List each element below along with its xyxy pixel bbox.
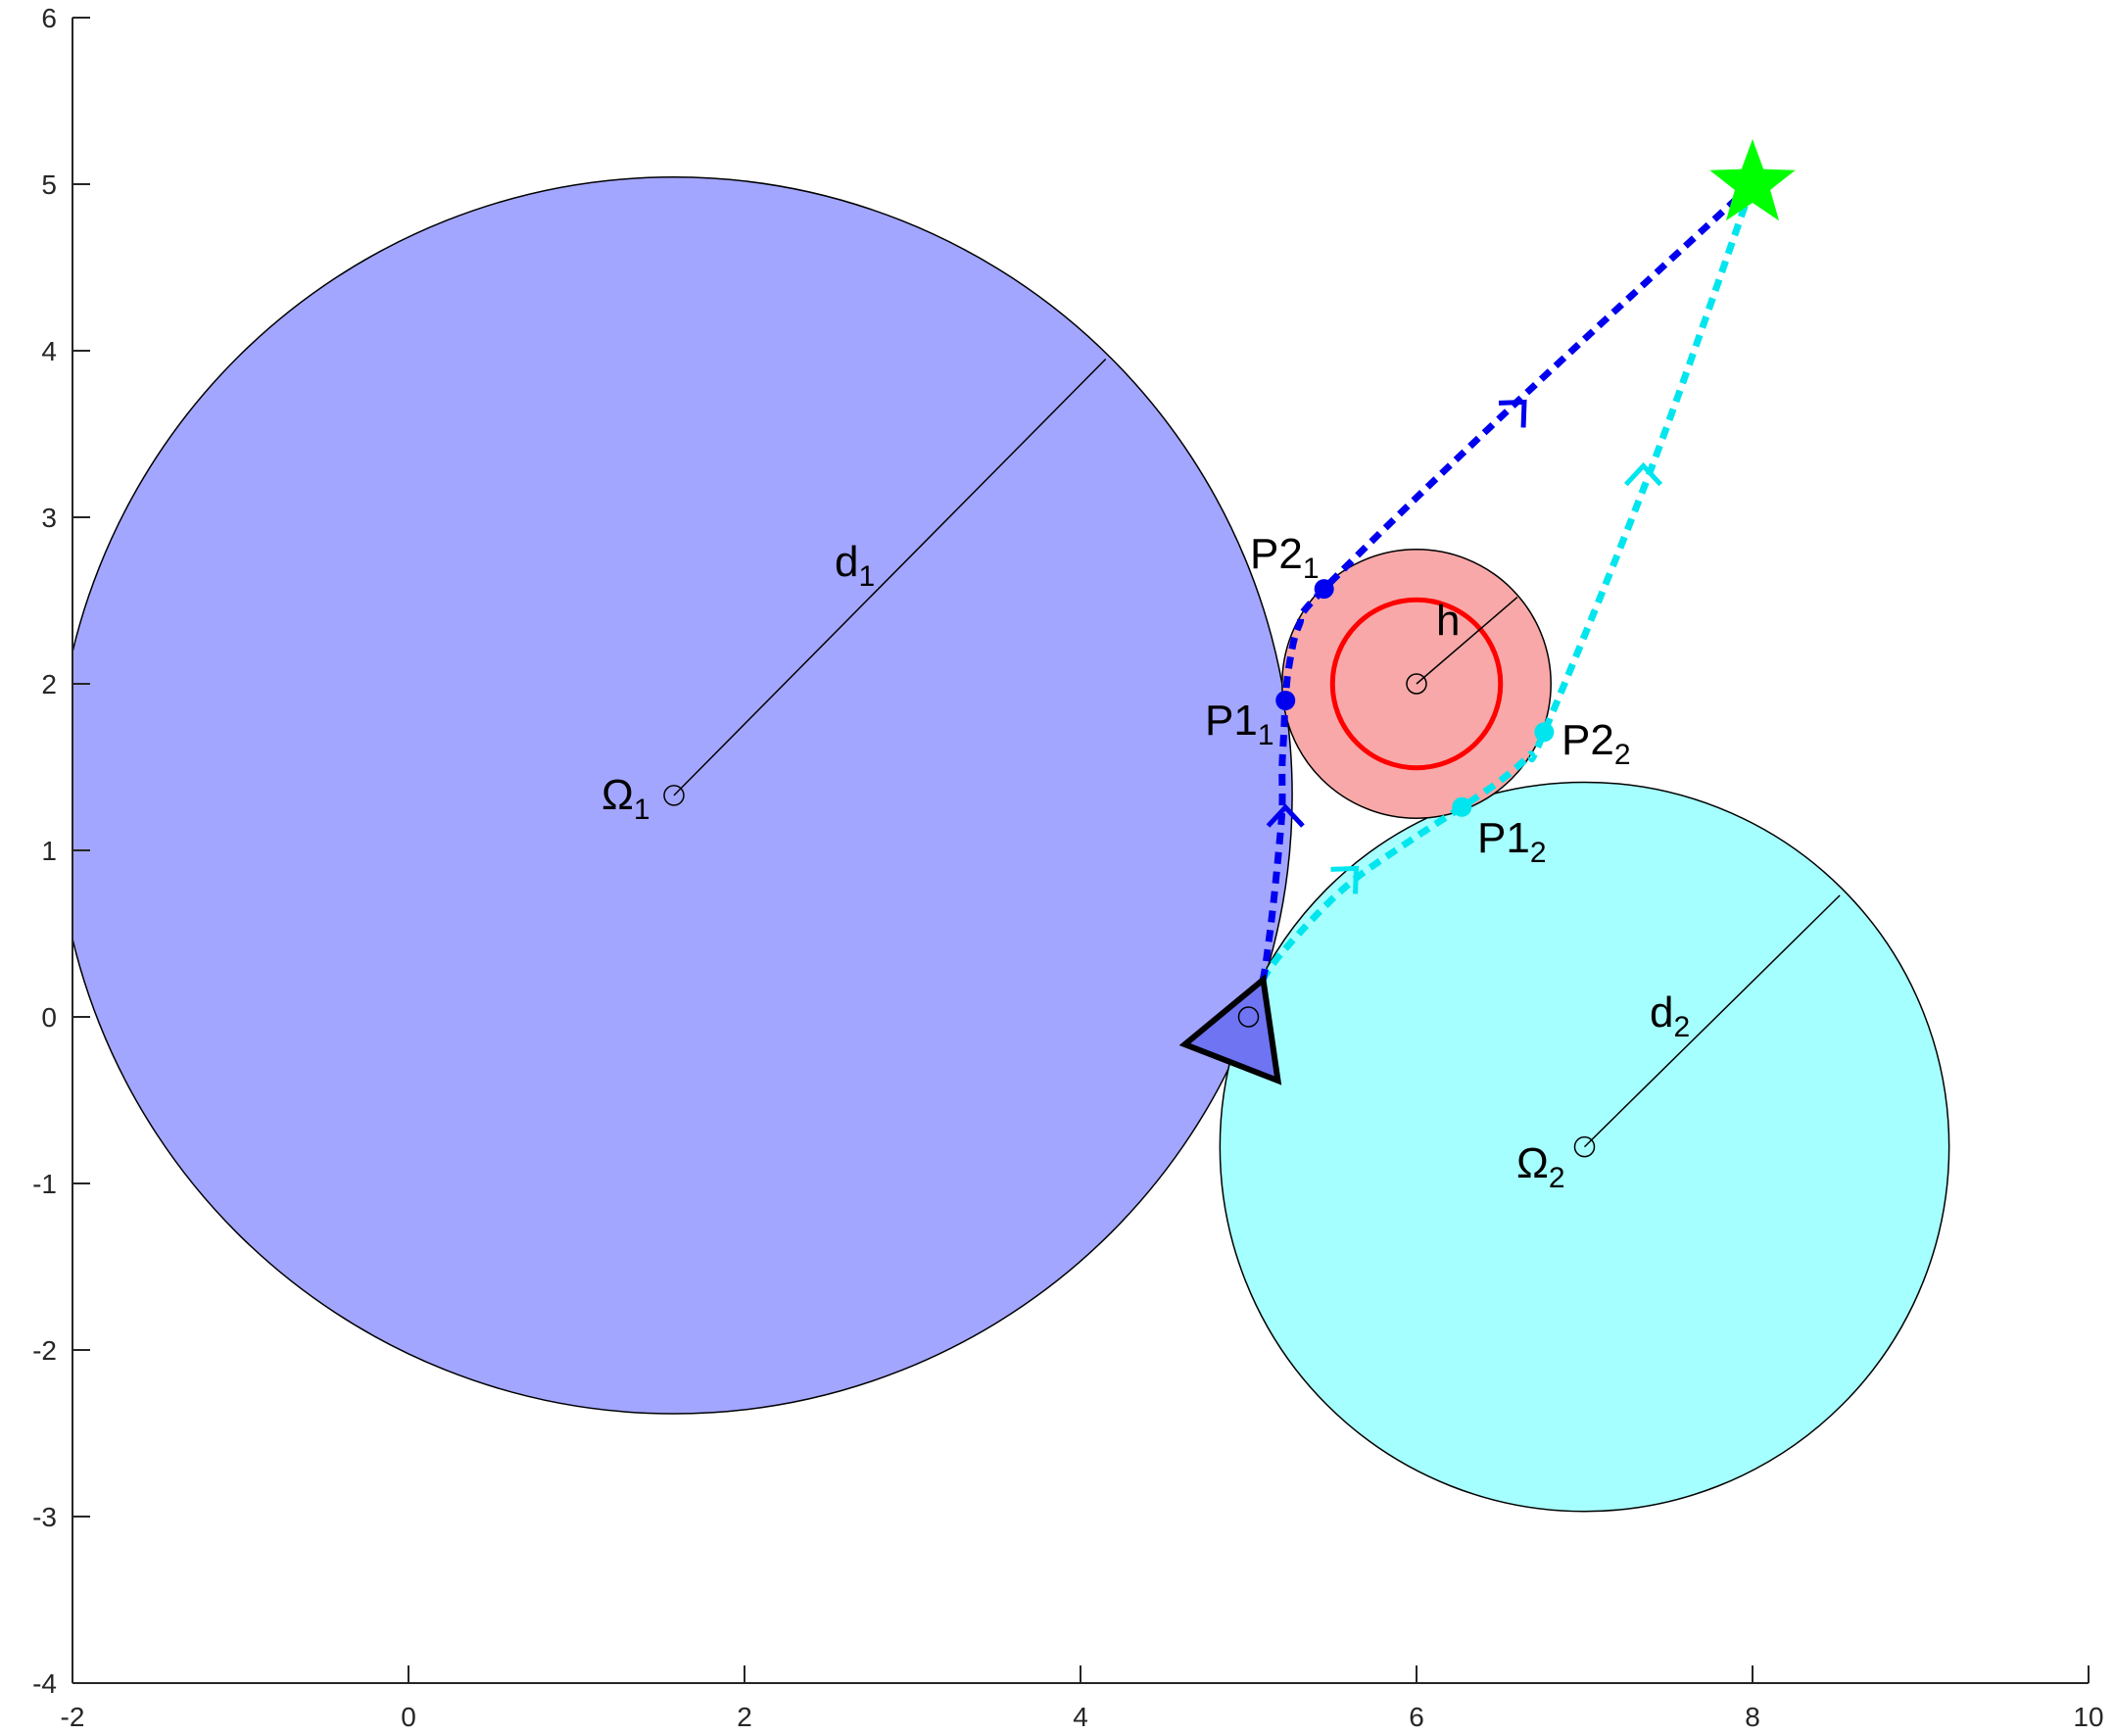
y-axis-ticks: -4 -3 -2 -1 0 1 2 3 4 5 6 (32, 3, 90, 1699)
x-tick-label: 8 (1745, 1702, 1760, 1732)
obstacle-2-radius-label: d2 (1650, 989, 1690, 1043)
robot-center-marker (1237, 1006, 1260, 1028)
obstacle-1-disc (72, 176, 1293, 1415)
path-1-direction-arrow (1266, 803, 1305, 828)
y-tick-label: 5 (41, 169, 57, 200)
obstacle-1-label: Ω1 (601, 771, 650, 826)
y-tick-label: 4 (41, 336, 57, 366)
control-point-p2-1 (1314, 579, 1334, 600)
y-tick-label: -1 (32, 1169, 57, 1199)
axes: -2 0 2 4 6 8 10 -4 -3 -2 -1 0 1 2 3 4 5 6 (32, 3, 2103, 1732)
obstacle-1-radius-label: d1 (835, 538, 875, 593)
hazard-radius-line (1416, 597, 1518, 685)
y-tick-label: 1 (41, 836, 57, 866)
control-point-p2-1-label: P21 (1250, 530, 1320, 585)
x-tick-label: 6 (1409, 1702, 1424, 1732)
path-1-line (1245, 181, 1755, 1019)
x-tick-label: 0 (401, 1702, 416, 1732)
control-point-p1-1 (1275, 691, 1296, 710)
y-tick-label: 3 (41, 503, 57, 533)
control-point-p1-2 (1452, 796, 1472, 817)
x-tick-label: 4 (1073, 1702, 1088, 1732)
goal-star-icon (1709, 139, 1796, 221)
y-tick-label: -4 (32, 1668, 57, 1699)
y-tick-label: 2 (41, 669, 57, 699)
path-2-line (1245, 182, 1756, 1019)
obstacle-2-radius-line (1583, 894, 1841, 1148)
control-point-p2-2 (1534, 722, 1555, 743)
control-point-p2-2-label: P22 (1561, 716, 1631, 771)
obstacle-2-label: Ω2 (1516, 1139, 1565, 1194)
y-tick-label: 6 (41, 3, 57, 33)
obstacle-1-center-marker (663, 785, 685, 806)
obstacle-2-center-marker (1573, 1135, 1596, 1158)
plot-area (72, 139, 1950, 1513)
x-tick-label: 10 (2073, 1702, 2103, 1732)
path-2-direction-arrow (1623, 461, 1663, 487)
hazard-center-marker (1406, 673, 1427, 695)
obstacle-1-radius-line (673, 358, 1107, 796)
path-1-direction-arrow (1498, 399, 1527, 428)
robot-triangle-icon (1178, 974, 1282, 1085)
hazard-radius-label: h (1436, 597, 1460, 645)
y-tick-label: 0 (41, 1002, 57, 1033)
x-tick-label: 2 (737, 1702, 752, 1732)
path-2-direction-arrow (1330, 865, 1360, 894)
y-tick-label: -3 (32, 1502, 57, 1532)
x-tick-label: -2 (61, 1702, 85, 1732)
control-point-p1-2-label: P12 (1477, 814, 1547, 869)
y-tick-label: -2 (32, 1335, 57, 1366)
control-point-p1-1-label: P11 (1205, 697, 1274, 751)
x-axis-ticks: -2 0 2 4 6 8 10 (61, 1665, 2104, 1732)
hazard-inner-ring (1329, 597, 1504, 771)
